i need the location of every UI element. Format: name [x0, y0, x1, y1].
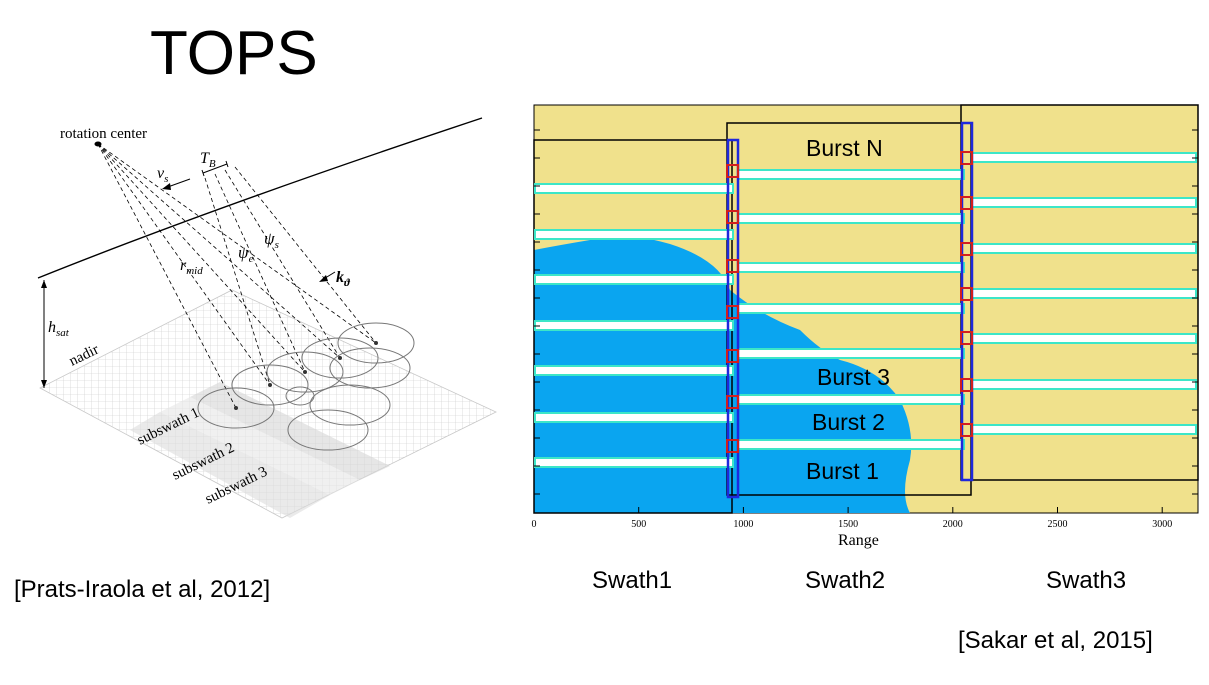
tb-bracket [201, 160, 229, 177]
r-mid-label: rmid [180, 257, 203, 277]
burst-2-label: Burst 2 [812, 409, 885, 435]
swath1-burst-overlap-2 [534, 229, 734, 240]
overlap-box-b-4 [960, 287, 973, 301]
burst-layout-figure: 0 500 1000 1500 2000 2500 3000 Burst N Burst 3… [532, 104, 1199, 549]
slide-title: TOPS [150, 19, 318, 88]
overlap-box-b-3 [960, 242, 973, 256]
swath2-burst-overlap-4 [737, 303, 965, 314]
swath2-burst-overlap-3 [737, 262, 965, 273]
swath3-burst-overlap-5 [971, 333, 1197, 344]
swath2-burst-overlap-1 [737, 169, 965, 180]
overlap-box-a-4 [726, 305, 739, 319]
burst-overlap-boxes [726, 151, 973, 453]
overlap-box-b-2 [960, 196, 973, 210]
swath3-label: Swath3 [1046, 567, 1127, 594]
burst-1-label: Burst 1 [806, 458, 879, 484]
swath2-burst-overlap-7 [737, 439, 965, 450]
burst-n-label: Burst N [806, 135, 883, 161]
swath1-burst-overlap-1 [534, 183, 734, 194]
orbit-track [37, 117, 483, 279]
overlap-box-b-1 [960, 151, 973, 165]
swath3-burst-overlap-1 [971, 152, 1197, 163]
swath1-burst-overlap-7 [534, 457, 734, 468]
overlap-box-a-7 [726, 439, 739, 453]
swath3-burst-overlap-3 [971, 243, 1197, 254]
overlap-strip-2-3 [960, 121, 974, 482]
overlap-box-a-1 [726, 164, 739, 178]
x-tick-label-1000: 1000 [733, 519, 753, 530]
x-tick-label-500: 500 [631, 519, 646, 530]
beam-footprints [197, 322, 415, 451]
swath2-burst-overlap-2 [737, 213, 965, 224]
y-axis-ticks [534, 129, 1198, 495]
overlap-box-a-5 [726, 349, 739, 363]
swath3-burst-overlap-4 [971, 288, 1197, 299]
overlap-box-a-3 [726, 259, 739, 273]
psi-e-label: ψe [238, 243, 254, 265]
x-tick-label-1500: 1500 [838, 519, 858, 530]
beam-rays [97, 143, 377, 409]
ground-grid [39, 289, 497, 519]
swath1-burst-overlap-3 [534, 274, 734, 285]
vs-label: vs [157, 165, 168, 185]
overlap-box-a-2 [726, 210, 739, 224]
burst-strips [534, 152, 1197, 468]
overlap-box-b-7 [960, 423, 973, 437]
rotation-center-label: rotation center [60, 126, 147, 142]
swath3-burst-overlap-6 [971, 379, 1197, 390]
swath2-burst-overlap-5 [737, 348, 965, 359]
swath1-burst-overlap-5 [534, 365, 734, 376]
x-axis-ticks: 0 500 1000 1500 2000 2500 3000 [532, 507, 1172, 530]
x-tick-label-2000: 2000 [943, 519, 963, 530]
burst-3-label: Burst 3 [817, 364, 890, 390]
swath3-burst-overlap-2 [971, 197, 1197, 208]
tops-geometry-diagram: rotation center vs TB rmid ψe ψs kϑ hsat… [37, 117, 497, 519]
x-tick-label-2500: 2500 [1048, 519, 1068, 530]
overlap-box-b-5 [960, 331, 973, 345]
swath1-label: Swath1 [592, 567, 673, 594]
x-tick-label-0: 0 [532, 519, 537, 530]
citation-right: [Sakar et al, 2015] [958, 627, 1153, 654]
h-sat-label: hsat [48, 319, 70, 339]
x-axis-label: Range [838, 532, 879, 549]
overlap-box-b-6 [960, 378, 973, 392]
swath1-burst-overlap-4 [534, 320, 734, 331]
x-tick-label-3000: 3000 [1152, 519, 1172, 530]
citation-left: [Prats-Iraola et al, 2012] [14, 576, 271, 603]
swath3-burst-overlap-7 [971, 424, 1197, 435]
psi-s-label: ψs [264, 229, 279, 251]
swath2-burst-overlap-6 [737, 394, 965, 405]
tb-label: TB [200, 150, 216, 170]
k-theta-label: kϑ [336, 269, 351, 289]
swath1-burst-overlap-6 [534, 412, 734, 423]
overlap-box-a-6 [726, 395, 739, 409]
swath2-label: Swath2 [805, 567, 886, 594]
